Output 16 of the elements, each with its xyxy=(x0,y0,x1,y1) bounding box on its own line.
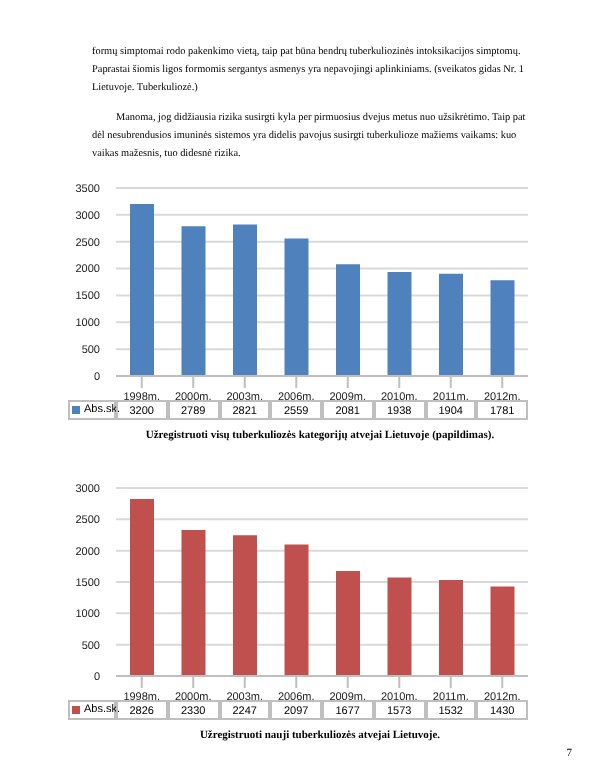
bar xyxy=(439,579,463,676)
bar xyxy=(387,271,412,376)
bar xyxy=(336,264,360,376)
bar xyxy=(336,570,360,676)
bar xyxy=(284,238,309,376)
bar xyxy=(387,577,412,676)
bar xyxy=(233,224,257,376)
bar xyxy=(130,498,154,676)
bar xyxy=(490,280,515,376)
bar xyxy=(439,273,463,376)
bar xyxy=(181,226,206,376)
bar xyxy=(233,535,257,676)
bar xyxy=(181,529,206,676)
bar xyxy=(130,204,154,376)
bar xyxy=(490,586,515,676)
bar xyxy=(284,544,309,676)
